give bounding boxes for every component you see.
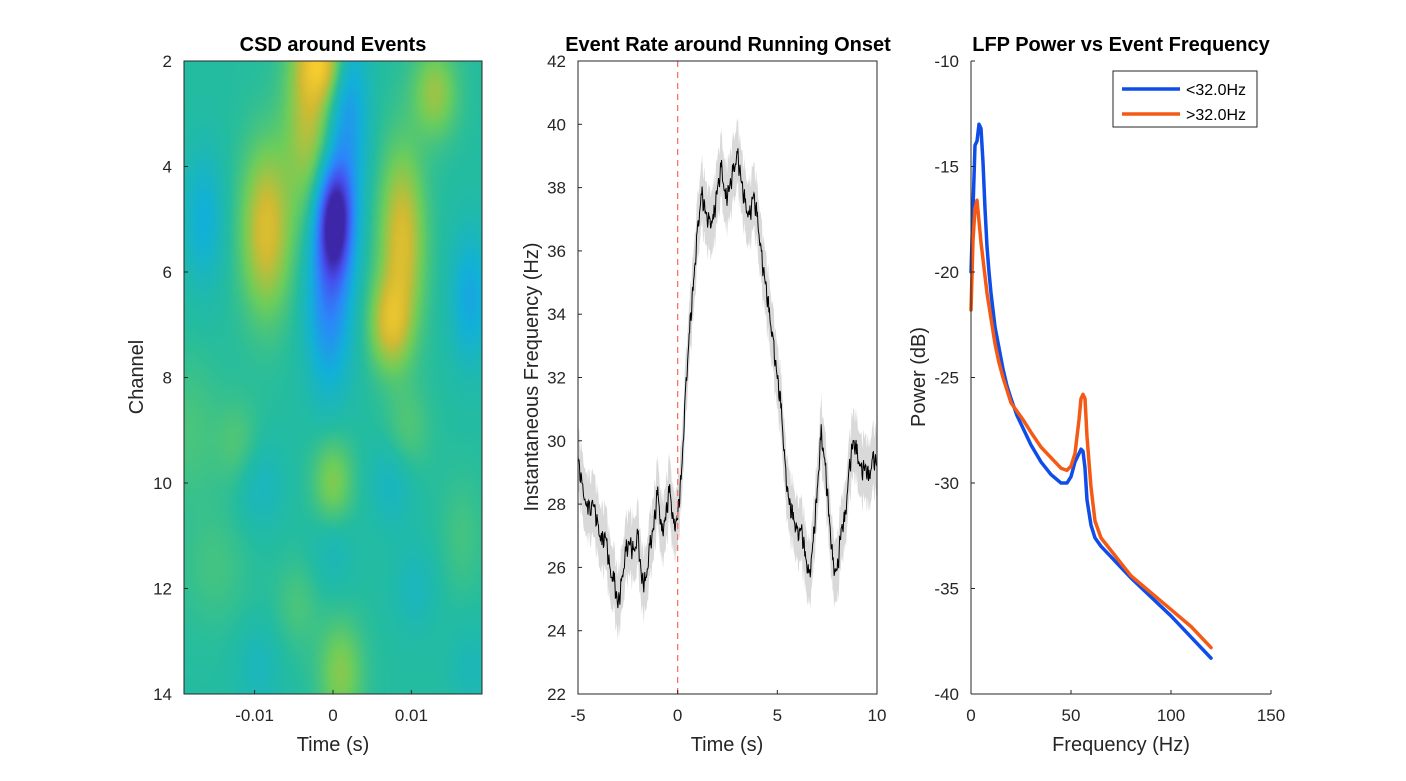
lfp-xtick-label: 150 [1257,706,1285,725]
event-rate-xtick-label: 10 [868,706,887,725]
csd-ytick-label: 10 [153,474,172,493]
csd-title: CSD around Events [240,34,427,56]
event-rate-title: Event Rate around Running Onset [565,34,891,56]
event-rate-ytick-label: 34 [547,305,566,324]
lfp-ytick-label: -25 [934,369,959,388]
event-rate-sem-band [578,116,877,640]
csd-ytick-label: 14 [153,685,172,704]
lfp-ylabel: Power (dB) [908,327,930,427]
csd-ylabel: Channel [126,340,148,415]
event-rate-panel: Event Rate around Running Onset -5 0 5 10 2… [521,34,891,756]
lfp-legend-box [1112,70,1258,128]
lfp-xlabel: Frequency (Hz) [1052,734,1190,756]
csd-ytick-label: 2 [163,52,172,71]
lfp-xtick-label: 0 [966,706,975,725]
event-rate-ytick-label: 26 [547,558,566,577]
legend-label-high: >32.0Hz [1186,107,1246,124]
event-rate-ytick-label: 38 [547,179,566,198]
csd-xtick-label: 0.01 [395,706,428,725]
lfp-ytick-label: -40 [934,685,959,704]
csd-ytick-label: 12 [153,580,172,599]
lfp-xtick-label: 100 [1157,706,1185,725]
lfp-power-panel: LFP Power vs Event Frequency 0 50 100 150 -… [908,34,1285,756]
event-rate-ylabel: Instantaneous Frequency (Hz) [521,242,543,511]
event-rate-ytick-label: 28 [547,495,566,514]
lfp-ytick-label: -15 [934,158,959,177]
lfp-ytick-label: -20 [934,263,959,282]
event-rate-xtick-label: 5 [773,706,782,725]
legend-label-low: <32.0Hz [1186,82,1246,99]
lfp-ytick-label: -10 [934,52,959,71]
csd-ytick-label: 8 [163,369,172,388]
csd-heatmap-image [184,61,482,694]
event-rate-ytick-label: 32 [547,369,566,388]
lfp-power-title: LFP Power vs Event Frequency [972,34,1270,56]
event-rate-ytick-label: 36 [547,242,566,261]
csd-xtick-label: -0.01 [235,706,274,725]
event-rate-mean-line [577,148,878,609]
event-rate-ytick-label: 24 [547,622,566,641]
csd-xtick-label: 0 [328,706,337,725]
event-rate-xlabel: Time (s) [691,734,764,756]
csd-ytick-label: 6 [163,263,172,282]
csd-panel: CSD around Events -0.01 0 0.01 2468101214 … [126,34,483,756]
event-rate-ytick-label: 40 [547,115,566,134]
lfp-xtick-label: 50 [1062,706,1081,725]
lfp-ytick-label: -35 [934,580,959,599]
event-rate-ytick-label: 42 [547,52,566,71]
lfp-series-high-line [969,198,1213,650]
lfp-ytick-label: -30 [934,474,959,493]
event-rate-xtick-label: 0 [673,706,682,725]
event-rate-ytick-label: 22 [547,685,566,704]
csd-ytick-label: 4 [163,158,172,177]
lfp-series-low-line [969,122,1213,660]
lfp-legend: <32.0Hz >32.0Hz [1112,70,1258,128]
event-rate-xtick-label: -5 [570,706,585,725]
event-rate-ytick-label: 30 [547,432,566,451]
csd-xlabel: Time (s) [297,734,370,756]
